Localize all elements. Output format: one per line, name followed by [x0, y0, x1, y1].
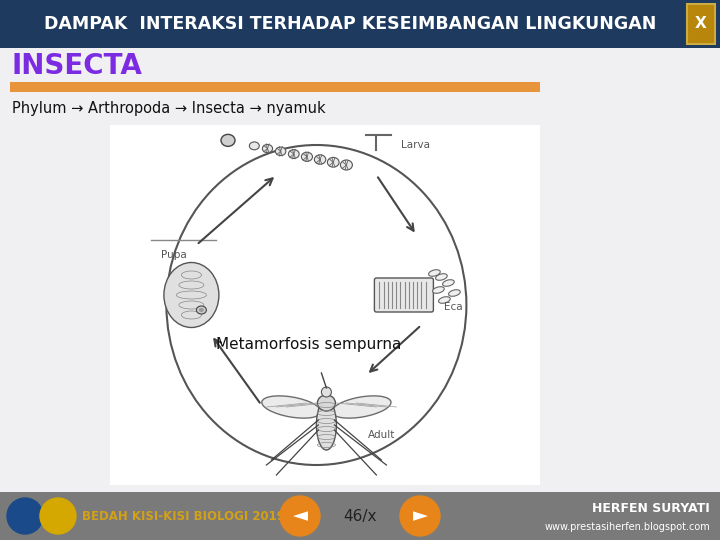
- Ellipse shape: [428, 269, 440, 276]
- Ellipse shape: [321, 387, 331, 397]
- Text: BEDAH KISI-KISI BIOLOGI 2019: BEDAH KISI-KISI BIOLOGI 2019: [82, 510, 285, 523]
- Ellipse shape: [316, 400, 336, 450]
- Circle shape: [7, 498, 43, 534]
- Ellipse shape: [328, 158, 339, 167]
- Text: Pupa: Pupa: [161, 250, 187, 260]
- Text: Phylum → Arthropoda → Insecta → nyamuk: Phylum → Arthropoda → Insecta → nyamuk: [12, 100, 325, 116]
- Ellipse shape: [221, 134, 235, 146]
- Bar: [0, 492, 720, 540]
- Text: INSECTA: INSECTA: [12, 52, 143, 80]
- Ellipse shape: [197, 306, 207, 314]
- Ellipse shape: [249, 142, 259, 150]
- Circle shape: [40, 498, 76, 534]
- Text: ◄: ◄: [292, 507, 307, 525]
- Text: HERFEN SURYATI: HERFEN SURYATI: [593, 502, 710, 515]
- FancyBboxPatch shape: [687, 4, 715, 44]
- Ellipse shape: [443, 280, 454, 286]
- Ellipse shape: [262, 145, 273, 153]
- Bar: [0, 0, 720, 48]
- Circle shape: [400, 496, 440, 536]
- Ellipse shape: [449, 290, 460, 296]
- Text: X: X: [695, 17, 707, 31]
- Ellipse shape: [262, 396, 321, 418]
- Ellipse shape: [275, 147, 286, 156]
- Circle shape: [280, 496, 320, 536]
- Bar: [0, 48, 720, 492]
- Ellipse shape: [438, 296, 450, 303]
- Ellipse shape: [315, 155, 325, 164]
- Ellipse shape: [289, 150, 300, 158]
- Text: ►: ►: [413, 507, 428, 525]
- Ellipse shape: [341, 160, 352, 170]
- Ellipse shape: [318, 395, 336, 411]
- FancyBboxPatch shape: [374, 278, 433, 312]
- Text: Eca: Eca: [444, 302, 463, 312]
- Ellipse shape: [436, 274, 447, 280]
- Text: 46/x: 46/x: [343, 509, 377, 523]
- Ellipse shape: [332, 396, 391, 418]
- Ellipse shape: [302, 152, 312, 161]
- Text: Larva: Larva: [402, 140, 431, 150]
- Ellipse shape: [164, 262, 219, 327]
- Bar: [10, 82, 540, 92]
- Text: www.prestasiherfen.blogspot.com: www.prestasiherfen.blogspot.com: [544, 522, 710, 531]
- Text: DAMPAK  INTERAKSI TERHADAP KESEIMBANGAN LINGKUNGAN: DAMPAK INTERAKSI TERHADAP KESEIMBANGAN L…: [44, 15, 656, 33]
- Ellipse shape: [433, 287, 444, 293]
- Ellipse shape: [199, 308, 204, 312]
- Bar: [110, 125, 540, 485]
- Text: Adult: Adult: [369, 430, 396, 440]
- Text: Metamorfosis sempurna: Metamorfosis sempurna: [217, 338, 402, 353]
